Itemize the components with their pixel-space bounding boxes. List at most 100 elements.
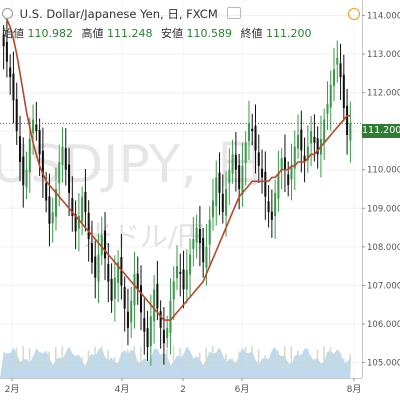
candle[interactable] bbox=[182, 250, 185, 309]
candle[interactable] bbox=[172, 266, 175, 320]
candle[interactable] bbox=[300, 110, 303, 173]
candle[interactable] bbox=[192, 216, 195, 267]
candle[interactable] bbox=[211, 178, 214, 231]
candle[interactable] bbox=[159, 300, 162, 349]
candle[interactable] bbox=[64, 128, 67, 186]
candle[interactable] bbox=[261, 149, 264, 194]
candle[interactable] bbox=[81, 186, 84, 236]
candle[interactable] bbox=[51, 197, 54, 243]
candle[interactable] bbox=[290, 143, 293, 201]
candle[interactable] bbox=[2, 25, 5, 70]
candle[interactable] bbox=[84, 168, 87, 232]
candle[interactable] bbox=[22, 137, 25, 208]
candle[interactable] bbox=[68, 147, 71, 216]
candle[interactable] bbox=[104, 212, 107, 281]
candle[interactable] bbox=[9, 54, 12, 95]
candle[interactable] bbox=[254, 104, 257, 174]
candle[interactable] bbox=[231, 139, 234, 184]
candle[interactable] bbox=[185, 249, 188, 304]
candle[interactable] bbox=[234, 131, 237, 192]
candle[interactable] bbox=[342, 54, 345, 122]
candle[interactable] bbox=[238, 153, 241, 210]
candle[interactable] bbox=[316, 126, 319, 169]
candle[interactable] bbox=[15, 82, 18, 145]
candle[interactable] bbox=[339, 43, 342, 101]
candle[interactable] bbox=[120, 233, 123, 300]
candle[interactable] bbox=[303, 137, 306, 183]
candle[interactable] bbox=[287, 161, 290, 197]
candle[interactable] bbox=[156, 260, 159, 321]
candle[interactable] bbox=[117, 250, 120, 303]
candle[interactable] bbox=[45, 172, 48, 213]
candle[interactable] bbox=[140, 265, 143, 331]
candle[interactable] bbox=[247, 100, 250, 160]
candle[interactable] bbox=[18, 115, 22, 182]
candle[interactable] bbox=[113, 255, 116, 322]
candle[interactable] bbox=[35, 101, 38, 141]
candle[interactable] bbox=[110, 263, 113, 313]
candle[interactable] bbox=[277, 150, 280, 212]
candle[interactable] bbox=[251, 113, 254, 146]
candle[interactable] bbox=[136, 256, 139, 305]
candle[interactable] bbox=[71, 176, 74, 232]
candle[interactable] bbox=[306, 125, 309, 173]
candle[interactable] bbox=[123, 276, 126, 332]
candle[interactable] bbox=[244, 131, 247, 186]
candle[interactable] bbox=[162, 306, 165, 365]
candle[interactable] bbox=[329, 70, 332, 131]
candle[interactable] bbox=[274, 179, 277, 239]
candle[interactable] bbox=[97, 233, 100, 304]
candle[interactable] bbox=[198, 205, 201, 267]
candle[interactable] bbox=[189, 238, 192, 298]
candle[interactable] bbox=[264, 151, 267, 220]
candle[interactable] bbox=[25, 151, 28, 200]
interval-label[interactable]: 日 bbox=[167, 7, 179, 21]
candle[interactable] bbox=[166, 315, 169, 348]
candle[interactable] bbox=[12, 51, 15, 124]
candle[interactable] bbox=[74, 200, 77, 250]
candle[interactable] bbox=[107, 243, 110, 303]
candle[interactable] bbox=[94, 240, 97, 299]
candle[interactable] bbox=[326, 81, 329, 131]
candle[interactable] bbox=[41, 127, 44, 198]
candle[interactable] bbox=[336, 40, 339, 83]
candle[interactable] bbox=[208, 206, 211, 268]
alert-icon[interactable] bbox=[348, 8, 360, 20]
candle[interactable] bbox=[146, 310, 149, 361]
candle[interactable] bbox=[169, 278, 172, 355]
candle[interactable] bbox=[143, 298, 146, 355]
candle[interactable] bbox=[349, 101, 352, 163]
candle[interactable] bbox=[218, 152, 221, 216]
candle[interactable] bbox=[126, 288, 129, 346]
candle[interactable] bbox=[32, 104, 35, 155]
candle[interactable] bbox=[215, 160, 218, 226]
candle[interactable] bbox=[323, 108, 326, 161]
candle[interactable] bbox=[267, 184, 270, 228]
candle[interactable] bbox=[130, 286, 133, 339]
candle[interactable] bbox=[293, 130, 296, 191]
candle[interactable] bbox=[332, 47, 336, 102]
candle[interactable] bbox=[241, 142, 244, 207]
candle[interactable] bbox=[77, 193, 80, 252]
candle[interactable] bbox=[61, 127, 64, 183]
candle[interactable] bbox=[221, 174, 224, 224]
candle[interactable] bbox=[149, 294, 152, 366]
candle[interactable] bbox=[346, 88, 349, 155]
candle[interactable] bbox=[270, 189, 273, 238]
candle[interactable] bbox=[280, 148, 283, 190]
candle[interactable] bbox=[54, 167, 57, 231]
candle[interactable] bbox=[195, 214, 198, 259]
candle[interactable] bbox=[283, 134, 286, 193]
candle[interactable] bbox=[297, 114, 300, 159]
candle[interactable] bbox=[179, 253, 182, 297]
candle[interactable] bbox=[100, 216, 103, 266]
candle[interactable] bbox=[175, 245, 179, 291]
candle[interactable] bbox=[228, 148, 231, 205]
candle[interactable] bbox=[257, 134, 260, 184]
visibility-icon[interactable] bbox=[227, 7, 242, 19]
candle[interactable] bbox=[310, 115, 313, 167]
candle[interactable] bbox=[133, 252, 136, 329]
candle[interactable] bbox=[202, 227, 205, 278]
candle[interactable] bbox=[5, 18, 8, 78]
